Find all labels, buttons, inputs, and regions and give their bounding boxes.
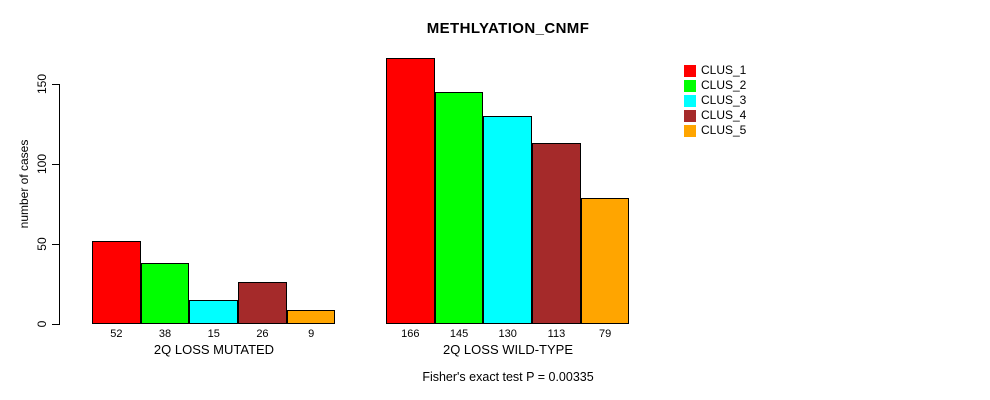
chart-title: METHLYATION_CNMF xyxy=(426,20,590,37)
y-tick xyxy=(52,324,59,325)
annotation-text: Fisher's exact test P = 0.00335 xyxy=(422,370,594,384)
legend-item: CLUS_3 xyxy=(684,93,746,108)
legend-swatch xyxy=(684,94,696,107)
y-axis-label: number of cases xyxy=(17,139,31,229)
bar-clus_1 xyxy=(92,240,141,324)
legend-label: CLUS_2 xyxy=(701,78,747,92)
bar-value-label: 145 xyxy=(449,328,469,340)
bar-value-label: 113 xyxy=(547,328,566,340)
legend-swatch xyxy=(684,109,696,122)
bar-clus_5 xyxy=(580,197,630,324)
y-tick xyxy=(52,84,59,85)
bar-clus_4 xyxy=(532,143,581,324)
y-tick xyxy=(52,244,59,245)
bar-clus_3 xyxy=(189,300,239,324)
legend-label: CLUS_5 xyxy=(701,123,747,137)
legend-item: CLUS_2 xyxy=(684,78,746,93)
y-tick-label: 50 xyxy=(35,237,49,251)
y-tick-label: 150 xyxy=(35,73,49,95)
legend: CLUS_1 CLUS_2 CLUS_3 CLUS_4 CLUS_5 xyxy=(684,63,746,138)
legend-label: CLUS_4 xyxy=(701,108,747,122)
bar-value-label: 38 xyxy=(158,328,172,340)
bar-value-label: 15 xyxy=(207,328,220,340)
legend-swatch xyxy=(684,64,696,77)
y-tick-label: 0 xyxy=(35,320,49,328)
bar-clus_1 xyxy=(386,58,435,324)
x-category-label-mutated: 2Q LOSS MUTATED xyxy=(153,342,275,357)
legend-item: CLUS_4 xyxy=(684,108,746,123)
bar-value-label: 79 xyxy=(599,328,612,340)
y-tick-label: 100 xyxy=(35,153,49,175)
legend-swatch xyxy=(684,124,696,137)
bar-clus_5 xyxy=(286,309,336,324)
legend-item: CLUS_5 xyxy=(684,123,746,138)
bar-clus_3 xyxy=(483,116,533,324)
legend-swatch xyxy=(684,79,696,92)
bar-value-label: 26 xyxy=(256,328,269,340)
bar-clus_2 xyxy=(140,263,190,324)
legend-label: CLUS_1 xyxy=(701,63,747,77)
bar-clus_2 xyxy=(434,92,484,324)
bar-value-label: 130 xyxy=(498,328,517,340)
bar-value-label: 52 xyxy=(110,328,123,340)
bar-clus_4 xyxy=(238,282,287,324)
x-category-label-wild-type: 2Q LOSS WILD-TYPE xyxy=(442,342,574,357)
bar-value-label: 166 xyxy=(401,328,420,340)
legend-item: CLUS_1 xyxy=(684,63,746,78)
legend-label: CLUS_3 xyxy=(701,93,747,107)
bar-value-label: 9 xyxy=(308,328,315,340)
y-tick xyxy=(52,164,59,165)
y-axis-line xyxy=(59,84,60,325)
